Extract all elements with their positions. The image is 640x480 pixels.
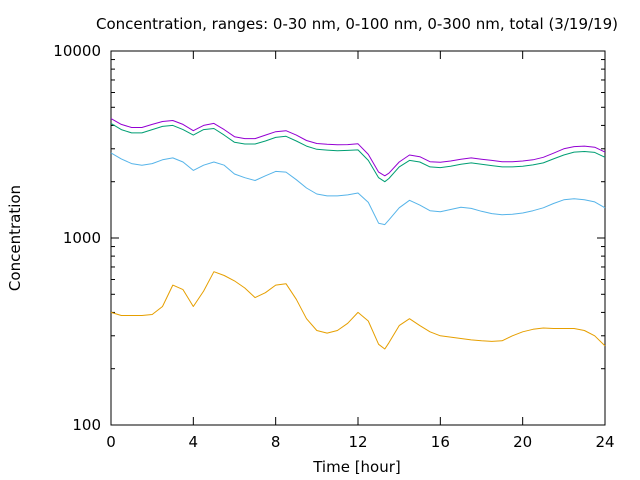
- y-tick-label: 10000: [53, 42, 101, 60]
- y-tick-label: 1000: [63, 229, 101, 247]
- y-axis-label: Concentration: [6, 185, 24, 291]
- y-tick-label: 100: [72, 416, 101, 434]
- series-line-4: [110, 118, 606, 177]
- plot-frame: [110, 50, 606, 426]
- series-line-2: [110, 152, 606, 226]
- chart-title: Concentration, ranges: 0-30 nm, 0-100 nm…: [96, 15, 618, 33]
- y-axis-ticks: 100 1000 10000: [53, 42, 605, 434]
- series-line-1: [110, 271, 606, 350]
- x-tick-label: 20: [513, 433, 532, 451]
- series-lines: [110, 118, 606, 350]
- series-line-3: [110, 122, 606, 183]
- x-tick-label: 4: [189, 433, 199, 451]
- x-tick-label: 12: [348, 433, 367, 451]
- x-tick-label: 24: [595, 433, 614, 451]
- x-tick-label: 16: [431, 433, 450, 451]
- x-axis-ticks: 0 4 8 12 16 20 24: [106, 51, 615, 451]
- x-axis-label: Time [hour]: [312, 458, 401, 476]
- x-tick-label: 8: [271, 433, 281, 451]
- y-minor-ticks: [111, 59, 605, 370]
- x-tick-label: 0: [106, 433, 116, 451]
